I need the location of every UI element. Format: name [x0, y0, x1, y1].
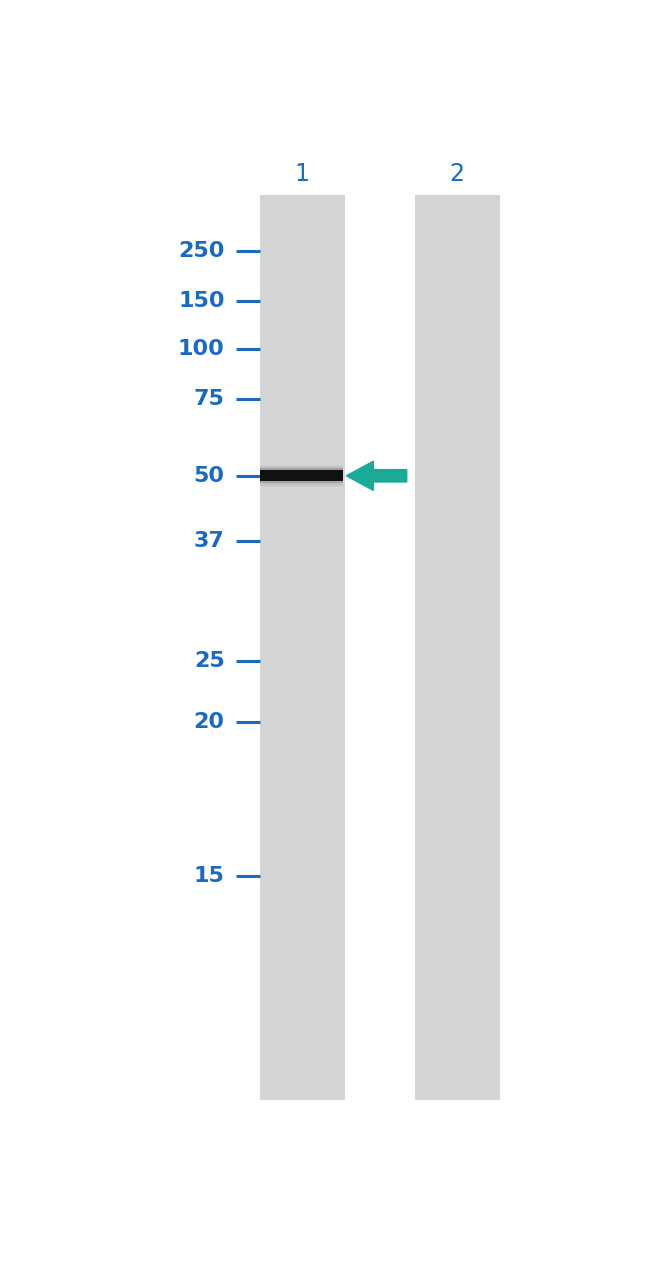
- Text: 50: 50: [194, 466, 225, 486]
- Text: 15: 15: [194, 866, 225, 886]
- Text: 100: 100: [178, 339, 225, 358]
- Text: 150: 150: [178, 291, 225, 311]
- FancyArrow shape: [346, 461, 407, 490]
- Text: 75: 75: [194, 389, 225, 409]
- Text: 20: 20: [194, 712, 225, 733]
- Text: 25: 25: [194, 650, 225, 671]
- Text: 37: 37: [194, 531, 225, 551]
- Text: 2: 2: [450, 163, 465, 185]
- Bar: [259, 194, 344, 1100]
- Bar: [260, 470, 343, 481]
- Text: 1: 1: [294, 163, 309, 185]
- Bar: [415, 194, 500, 1100]
- Text: 250: 250: [178, 241, 225, 260]
